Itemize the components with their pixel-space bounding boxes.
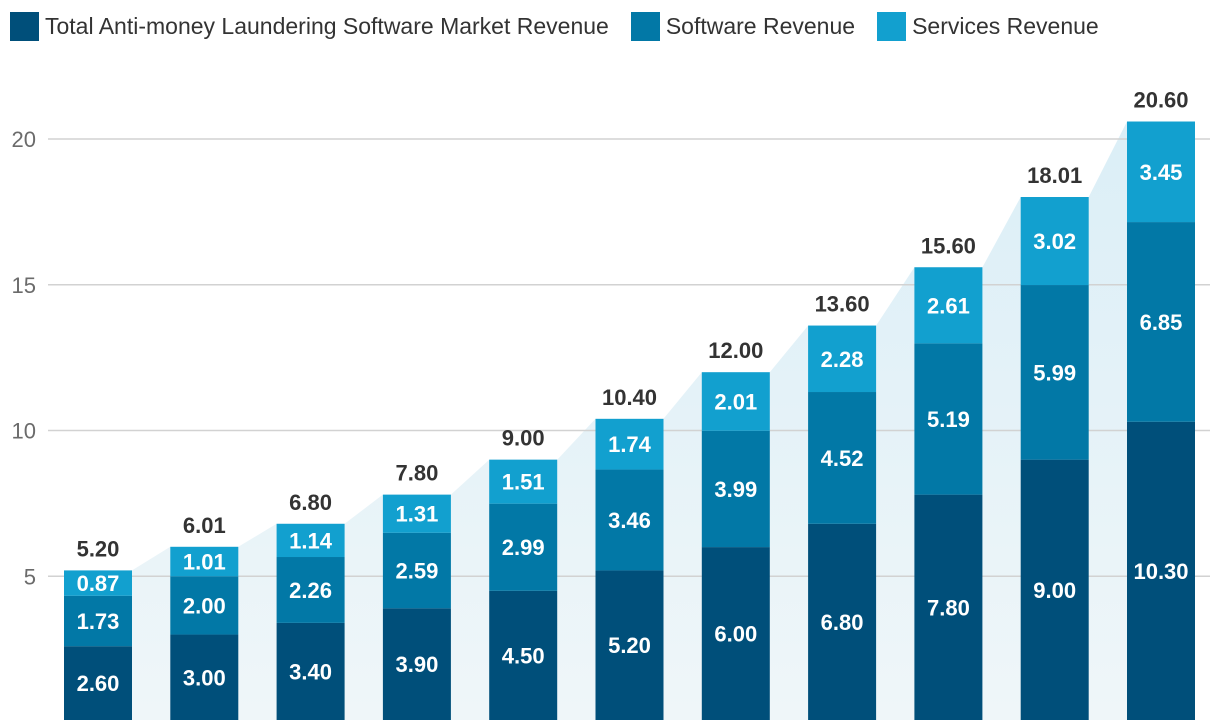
bar-total-label: 13.60 xyxy=(815,292,870,317)
bar-segment-total xyxy=(595,570,664,720)
bar-segment-software xyxy=(595,469,664,571)
bar-segment-services xyxy=(276,523,345,558)
bar-label-software: 5.99 xyxy=(1033,360,1076,385)
bar-segment-software xyxy=(914,343,983,495)
bar-segment-total xyxy=(276,622,345,720)
bar-segment-software xyxy=(489,503,558,591)
legend-label-software: Software Revenue xyxy=(665,12,856,39)
bar-label-services: 1.51 xyxy=(502,470,545,495)
bar-label-services: 3.45 xyxy=(1140,160,1183,185)
bar-label-total: 3.40 xyxy=(289,659,332,684)
bar-segment-software xyxy=(276,557,345,623)
bar-label-software: 2.59 xyxy=(395,559,438,584)
bar-label-services: 2.61 xyxy=(927,293,970,318)
bar-segment-total xyxy=(489,590,558,720)
bar-segment-total xyxy=(1127,421,1195,720)
bar-segment-services xyxy=(489,459,558,504)
bar-label-software: 5.19 xyxy=(927,407,970,432)
bar-segment-services xyxy=(914,267,983,344)
y-tick-label-5: 5 xyxy=(24,564,36,589)
bar-label-software: 2.99 xyxy=(502,535,545,560)
bar-total-label: 18.01 xyxy=(1027,163,1082,188)
bar-segment-services xyxy=(595,418,664,470)
legend-label-total: Total Anti-money Laundering Software Mar… xyxy=(45,12,609,39)
bar-segment-total xyxy=(170,634,239,720)
bar-segment-total xyxy=(1020,459,1089,720)
bar-label-total: 4.50 xyxy=(502,643,545,668)
bar-total-label: 9.00 xyxy=(502,426,545,451)
bar-segment-total xyxy=(64,646,132,720)
bar-total-label: 20.60 xyxy=(1133,88,1188,113)
bar-label-total: 6.80 xyxy=(821,610,864,635)
bar-label-total: 10.30 xyxy=(1133,559,1188,584)
legend-item-services[interactable]: Services Revenue xyxy=(877,11,1099,41)
y-tick-label-15: 15 xyxy=(12,273,36,298)
y-tick-label-20: 20 xyxy=(12,127,36,152)
bar-total-label: 15.60 xyxy=(921,233,976,258)
bar-segment-software xyxy=(808,392,877,524)
bar-total-label: 7.80 xyxy=(395,461,438,486)
bar-segment-total xyxy=(382,608,451,720)
bar-label-total: 9.00 xyxy=(1033,578,1076,603)
bar-label-services: 2.28 xyxy=(821,347,864,372)
bar-label-software: 2.26 xyxy=(289,578,332,603)
bar-label-services: 2.01 xyxy=(714,389,757,414)
bar-label-services: 1.01 xyxy=(183,550,226,575)
bar-label-software: 3.99 xyxy=(714,477,757,502)
bar-label-services: 1.74 xyxy=(608,432,652,457)
bar-label-services: 0.87 xyxy=(77,571,120,596)
bar-label-services: 3.02 xyxy=(1033,229,1076,254)
bar-segment-total xyxy=(808,523,877,720)
bar-total-label: 6.01 xyxy=(183,513,226,538)
bar-total-label: 6.80 xyxy=(289,490,332,515)
bar-segment-total xyxy=(701,547,770,720)
bar-label-total: 6.00 xyxy=(714,622,757,647)
legend-label-services: Services Revenue xyxy=(912,12,1099,39)
bar-segment-software xyxy=(1127,222,1195,422)
bar-segment-software xyxy=(1020,285,1089,460)
bar-label-total: 2.60 xyxy=(77,671,120,696)
bar-label-total: 7.80 xyxy=(927,595,970,620)
bar-segment-services xyxy=(64,570,132,596)
bar-label-software: 2.00 xyxy=(183,593,226,618)
bar-total-label: 10.40 xyxy=(602,385,657,410)
bar-segment-services xyxy=(701,372,770,431)
bar-label-software: 4.52 xyxy=(821,446,864,471)
bar-segment-total xyxy=(914,494,983,720)
bar-segment-services xyxy=(382,494,451,533)
legend: Total Anti-money Laundering Software Mar… xyxy=(10,10,1099,42)
legend-item-software[interactable]: Software Revenue xyxy=(630,11,856,41)
bar-label-total: 3.00 xyxy=(183,665,226,690)
bar-label-services: 1.14 xyxy=(289,528,333,553)
bar-label-software: 1.73 xyxy=(77,609,120,634)
bar-label-software: 6.85 xyxy=(1140,310,1183,335)
legend-swatch-software xyxy=(630,11,660,41)
legend-swatch-total xyxy=(10,11,39,41)
legend-item-total[interactable]: Total Anti-money Laundering Software Mar… xyxy=(10,11,609,41)
bar-label-software: 3.46 xyxy=(608,508,651,533)
bar-label-services: 1.31 xyxy=(395,502,438,527)
bar-segment-services xyxy=(170,546,239,577)
y-tick-label-10: 10 xyxy=(12,419,36,444)
bar-segment-software xyxy=(64,595,132,647)
bar-label-total: 3.90 xyxy=(395,652,438,677)
bar-segment-services xyxy=(1127,121,1195,223)
bar-segment-software xyxy=(170,576,239,635)
bar-label-total: 5.20 xyxy=(608,633,651,658)
bar-total-label: 12.00 xyxy=(708,338,763,363)
bar-segment-services xyxy=(1020,197,1089,286)
legend-swatch-services xyxy=(877,11,907,41)
bar-segment-software xyxy=(701,430,770,548)
bar-segment-software xyxy=(382,532,451,609)
bar-total-label: 5.20 xyxy=(77,536,120,561)
bar-segment-services xyxy=(808,325,877,393)
